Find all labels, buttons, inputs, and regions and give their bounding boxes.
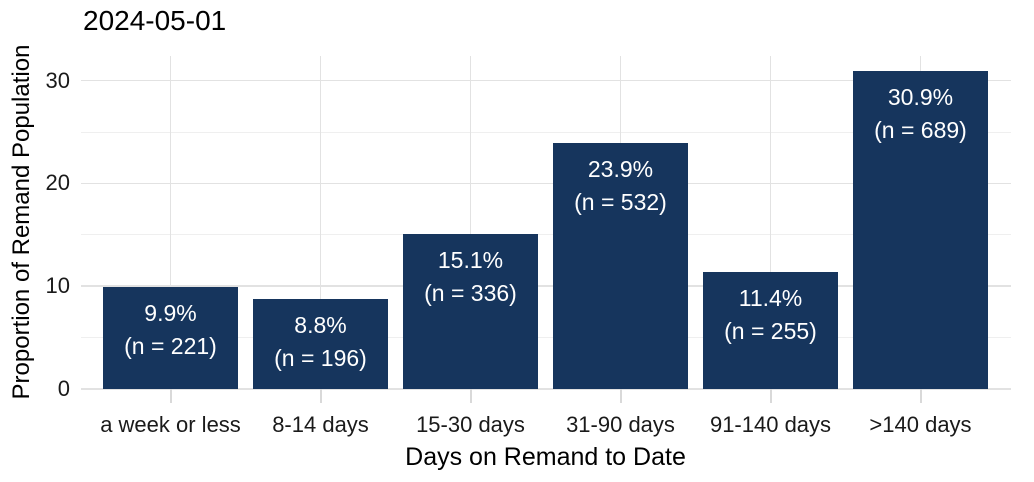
gridline-major [80,285,1011,287]
y-tick-label: 0 [57,376,70,401]
x-tick-mark [469,389,472,403]
bar-label-pct: 15.1% [437,246,504,273]
x-tick-mark [169,389,172,403]
y-tick-label: 30 [45,67,70,93]
bar: 15.1% (n = 336) [403,233,538,389]
gridline-vertical [769,56,772,389]
bar-label-pct: 9.9% [144,300,197,327]
x-tick-mark [769,389,772,403]
x-tick-mark [619,389,622,403]
bar-label-pct: 11.4% [738,284,803,311]
bar-label-n: (n = 689) [874,117,967,144]
x-tick-mark [919,389,922,403]
x-tick-label: 31-90 days [566,412,675,437]
bar: 30.9% (n = 689) [853,71,988,389]
x-axis-title: Days on Remand to Date [405,443,686,471]
gridline-vertical [469,56,472,389]
gridline-major [80,182,1011,185]
gridline-major [80,388,1011,390]
gridline-vertical [169,56,172,389]
gridline-minor [80,234,1011,236]
bar-label-n: (n = 196) [274,344,367,371]
x-tick-label: 91-140 days [709,412,832,437]
x-tick-label: 15-30 days [416,412,525,437]
x-tick-label: 8-14 days [272,412,369,437]
bar-label-n: (n = 532) [574,189,667,216]
gridline-minor [80,131,1011,133]
bar: 11.4% (n = 255) [703,271,838,389]
chart-title: 2024-05-01 [83,5,227,36]
bar: 23.9% (n = 532) [553,143,688,389]
y-tick-label: 10 [45,273,70,299]
x-tick-label: a week or less [100,412,241,437]
bar-label-pct: 23.9% [587,156,654,183]
bar-label-n: (n = 221) [124,333,217,360]
x-tick-mark [319,389,322,403]
gridline-minor [80,337,1011,339]
bar-label-pct: 30.9% [887,84,954,111]
bar-label-pct: 8.8% [294,311,347,338]
bar: 9.9% (n = 221) [103,287,238,389]
bar: 8.8% (n = 196) [253,298,388,389]
gridline-vertical [319,56,322,389]
y-tick-label: 20 [45,170,70,196]
bar-label-n: (n = 255) [724,317,817,344]
x-tick-label: >140 days [869,412,972,437]
gridline-major [80,79,1011,82]
bar-label-n: (n = 336) [424,279,517,306]
